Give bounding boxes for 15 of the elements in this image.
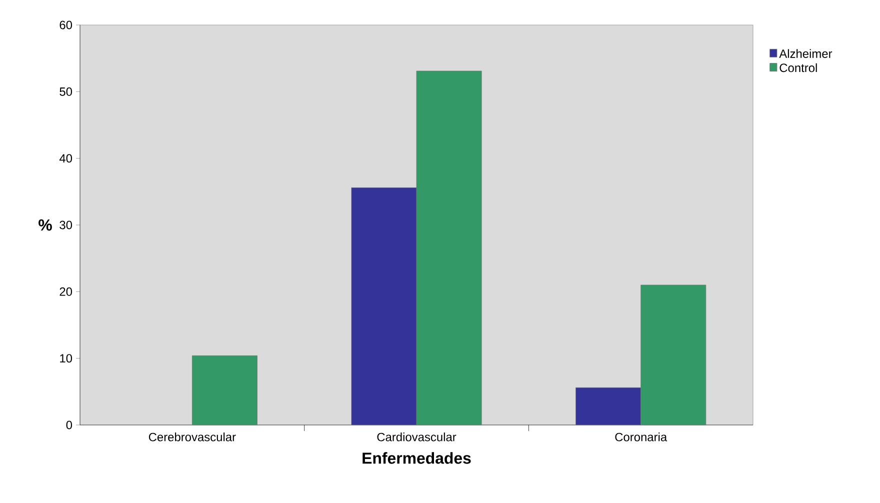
- y-tick-label: 30: [60, 220, 72, 230]
- y-tick-label: 20: [60, 287, 72, 296]
- x-tick-label: Cerebrovascular: [148, 432, 236, 442]
- y-tick-label: 50: [60, 87, 72, 96]
- y-tick-label: 0: [66, 420, 72, 430]
- legend-label: Alzheimer: [779, 49, 832, 58]
- bar: [192, 355, 258, 426]
- y-tick-label: 60: [60, 20, 72, 30]
- y-axis-title: %: [38, 219, 52, 231]
- legend-label: Control: [780, 63, 817, 72]
- x-axis-title: Enfermedades: [362, 452, 471, 464]
- x-tick-label: Cardiovascular: [377, 432, 456, 442]
- y-tick-label: 10: [60, 354, 72, 363]
- x-tick-label: Coronaria: [615, 432, 668, 442]
- y-tick-label: 40: [59, 154, 72, 163]
